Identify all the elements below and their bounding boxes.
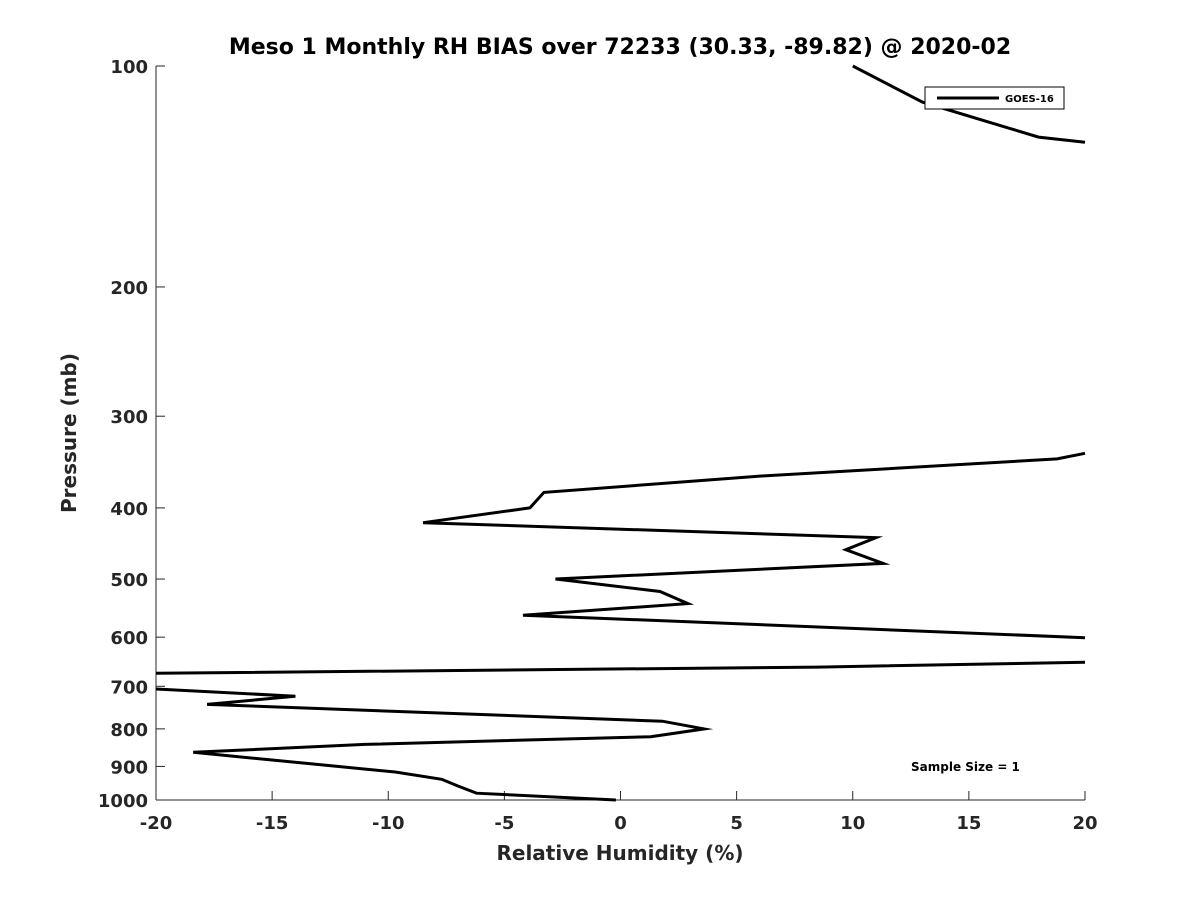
x-tick-label: 0	[614, 813, 627, 834]
x-tick-label: 10	[840, 813, 865, 834]
series-line-segment	[422, 451, 1086, 640]
x-axis-label: Relative Humidity (%)	[496, 841, 743, 865]
series-line-segment	[155, 687, 714, 802]
x-tick-label: 5	[730, 813, 743, 834]
y-tick-label: 300	[110, 407, 148, 428]
series-group	[155, 64, 1086, 802]
x-axis-ticks: -20 -15 -10 -5 0 5 10 15 20	[140, 791, 1098, 834]
sample-size-annotation: Sample Size = 1	[911, 760, 1020, 774]
legend: GOES-16	[924, 86, 1065, 110]
y-tick-label: 1000	[98, 791, 148, 812]
y-axis-label: Pressure (mb)	[57, 353, 81, 513]
y-tick-label: 100	[110, 57, 148, 78]
x-tick-label: 20	[1072, 813, 1097, 834]
x-tick-label: -15	[256, 813, 289, 834]
x-tick-label: 15	[956, 813, 981, 834]
legend-label: GOES-16	[1005, 94, 1054, 105]
series-line-segment	[155, 660, 1086, 675]
x-tick-label: -10	[372, 813, 405, 834]
y-tick-label: 900	[110, 757, 148, 778]
x-tick-label: -20	[140, 813, 173, 834]
y-tick-label: 200	[110, 278, 148, 299]
series-line-segment	[852, 64, 1086, 144]
y-tick-label: 600	[110, 628, 148, 649]
y-axis-ticks: 100 200 300 400 500 600 700 800 900 1000	[98, 57, 165, 812]
y-tick-label: 700	[110, 677, 148, 698]
chart-title: Meso 1 Monthly RH BIAS over 72233 (30.33…	[229, 35, 1011, 60]
y-tick-label: 500	[110, 570, 148, 591]
y-tick-label: 400	[110, 499, 148, 520]
y-tick-label: 800	[110, 720, 148, 741]
x-tick-label: -5	[494, 813, 514, 834]
